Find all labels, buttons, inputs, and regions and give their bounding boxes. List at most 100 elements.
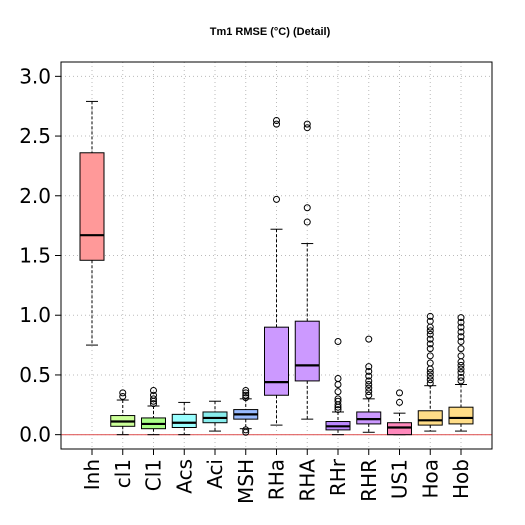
y-tick-label-3: 1.5 — [19, 244, 51, 268]
y-tick-label-6: 3.0 — [19, 64, 51, 88]
outlier-Hob-8 — [457, 338, 465, 345]
outlier-RHR-3 — [365, 381, 373, 388]
outlier-Hoa-0 — [426, 379, 434, 387]
grid-lines — [61, 62, 492, 449]
outlier-US1-1 — [396, 389, 403, 397]
box-rect-Acs — [171, 413, 197, 429]
box-rect-Hoa — [417, 410, 443, 426]
outlier-Hob-12 — [457, 318, 465, 326]
outlier-RHr-4 — [334, 395, 342, 403]
x-tick-label-Aci: Aci — [203, 459, 227, 489]
x-tick-label-RHR: RHR — [357, 459, 381, 502]
outlier-MSH-1 — [242, 426, 250, 434]
outlier-Hoa-8 — [426, 340, 434, 348]
outlier-RHR-1 — [365, 388, 373, 396]
box-RHr — [325, 338, 351, 436]
box-US1 — [387, 389, 412, 436]
box-Acs — [171, 401, 197, 436]
outlier-Cl1-3 — [150, 391, 157, 399]
outlier-RHa-1 — [273, 120, 280, 128]
box-rect-Hob — [448, 406, 474, 425]
outlier-Hoa-2 — [426, 372, 434, 380]
outlier-Hoa-1 — [426, 376, 434, 384]
box-Inh — [79, 100, 105, 346]
y-tick-label-0: 0.0 — [19, 423, 51, 447]
outlier-Hoa-3 — [426, 369, 434, 377]
outlier-Hoa-10 — [426, 330, 434, 338]
outlier-US1-0 — [396, 398, 403, 406]
box-Cl1 — [141, 386, 166, 436]
outlier-Hoa-9 — [426, 335, 434, 343]
outlier-Hoa-6 — [426, 352, 434, 360]
y-axis: 0.0 0.5 1.0 1.5 2.0 2.5 3.0 — [19, 64, 61, 447]
outlier-Hoa-13 — [426, 317, 434, 325]
outlier-RHA-0 — [303, 218, 311, 226]
outlier-Hob-5 — [457, 358, 465, 366]
x-tick-label-Hob: Hob — [449, 459, 473, 499]
x-tick-label-cl1: cl1 — [111, 459, 135, 488]
x-tick-label-Acs: Acs — [172, 459, 196, 494]
outlier-Hob-10 — [457, 328, 465, 336]
outlier-cl1-0 — [119, 392, 127, 400]
box-RHA — [294, 120, 320, 420]
outlier-RHR-0 — [365, 391, 373, 399]
outlier-Hob-3 — [457, 365, 465, 373]
outlier-Hob-0 — [457, 377, 465, 385]
box-MSH — [233, 386, 259, 436]
x-tick-label-RHa: RHa — [265, 459, 289, 500]
x-tick-label-Cl1: Cl1 — [142, 459, 166, 491]
box-rect-Inh — [79, 152, 105, 261]
box-series — [79, 100, 474, 436]
outlier-Hob-6 — [457, 352, 465, 360]
outlier-Cl1-2 — [150, 395, 157, 403]
outlier-RHR-4 — [365, 377, 373, 385]
box-Hoa — [417, 312, 443, 432]
outlier-Cl1-0 — [150, 400, 157, 408]
outlier-RHR-5 — [365, 372, 373, 380]
outlier-RHR-2 — [365, 384, 373, 392]
outlier-Cl1-4 — [150, 386, 157, 394]
outlier-RHA-1 — [303, 204, 311, 212]
outlier-Hoa-5 — [426, 359, 434, 367]
outlier-Hob-1 — [457, 373, 465, 381]
outlier-MSH-0 — [242, 428, 250, 436]
x-tick-label-Inh: Inh — [80, 459, 104, 490]
x-tick-label-US1: US1 — [388, 459, 412, 499]
outlier-RHR-8 — [365, 335, 373, 343]
outlier-Hob-9 — [457, 333, 465, 341]
outlier-RHr-8 — [334, 338, 342, 345]
box-RHR — [356, 335, 382, 433]
box-rect-RHa — [264, 326, 289, 396]
outlier-Hob-7 — [457, 345, 465, 353]
y-tick-label-2: 1.0 — [19, 303, 51, 327]
outlier-RHa-2 — [273, 117, 280, 125]
outlier-Hob-13 — [457, 314, 465, 322]
outlier-Hoa-12 — [426, 323, 434, 331]
x-tick-label-MSH: MSH — [234, 459, 258, 504]
outlier-MSH-4 — [242, 389, 250, 397]
outlier-Hoa-14 — [426, 312, 434, 320]
outlier-Hob-4 — [457, 361, 465, 369]
outlier-RHR-7 — [365, 363, 373, 371]
box-rect-RHR — [356, 411, 382, 425]
chart-title: Tm1 RMSE (°C) (Detail) — [210, 26, 331, 38]
outlier-Hoa-7 — [426, 345, 434, 353]
x-tick-label-Hoa: Hoa — [418, 459, 442, 499]
outlier-RHR-6 — [365, 367, 373, 375]
y-tick-label-5: 2.5 — [19, 124, 51, 148]
outlier-RHA-3 — [303, 120, 311, 128]
outlier-MSH-3 — [242, 391, 250, 399]
x-tick-label-RHr: RHr — [326, 458, 350, 496]
outlier-RHA-2 — [303, 124, 311, 132]
box-Aci — [202, 400, 228, 432]
outlier-RHa-0 — [273, 195, 280, 203]
outlier-RHr-0 — [334, 406, 342, 414]
outlier-Hoa-11 — [426, 327, 434, 335]
outlier-Hob-11 — [457, 323, 465, 331]
outlier-RHr-7 — [334, 375, 342, 383]
x-axis: Inh cl1 Cl1 Acs Aci MSH RHa RHA RHr RHR US1 Hoa Hob — [80, 449, 473, 504]
outlier-cl1-1 — [119, 389, 127, 397]
box-RHa — [264, 117, 289, 426]
x-tick-label-RHA: RHA — [295, 459, 319, 502]
